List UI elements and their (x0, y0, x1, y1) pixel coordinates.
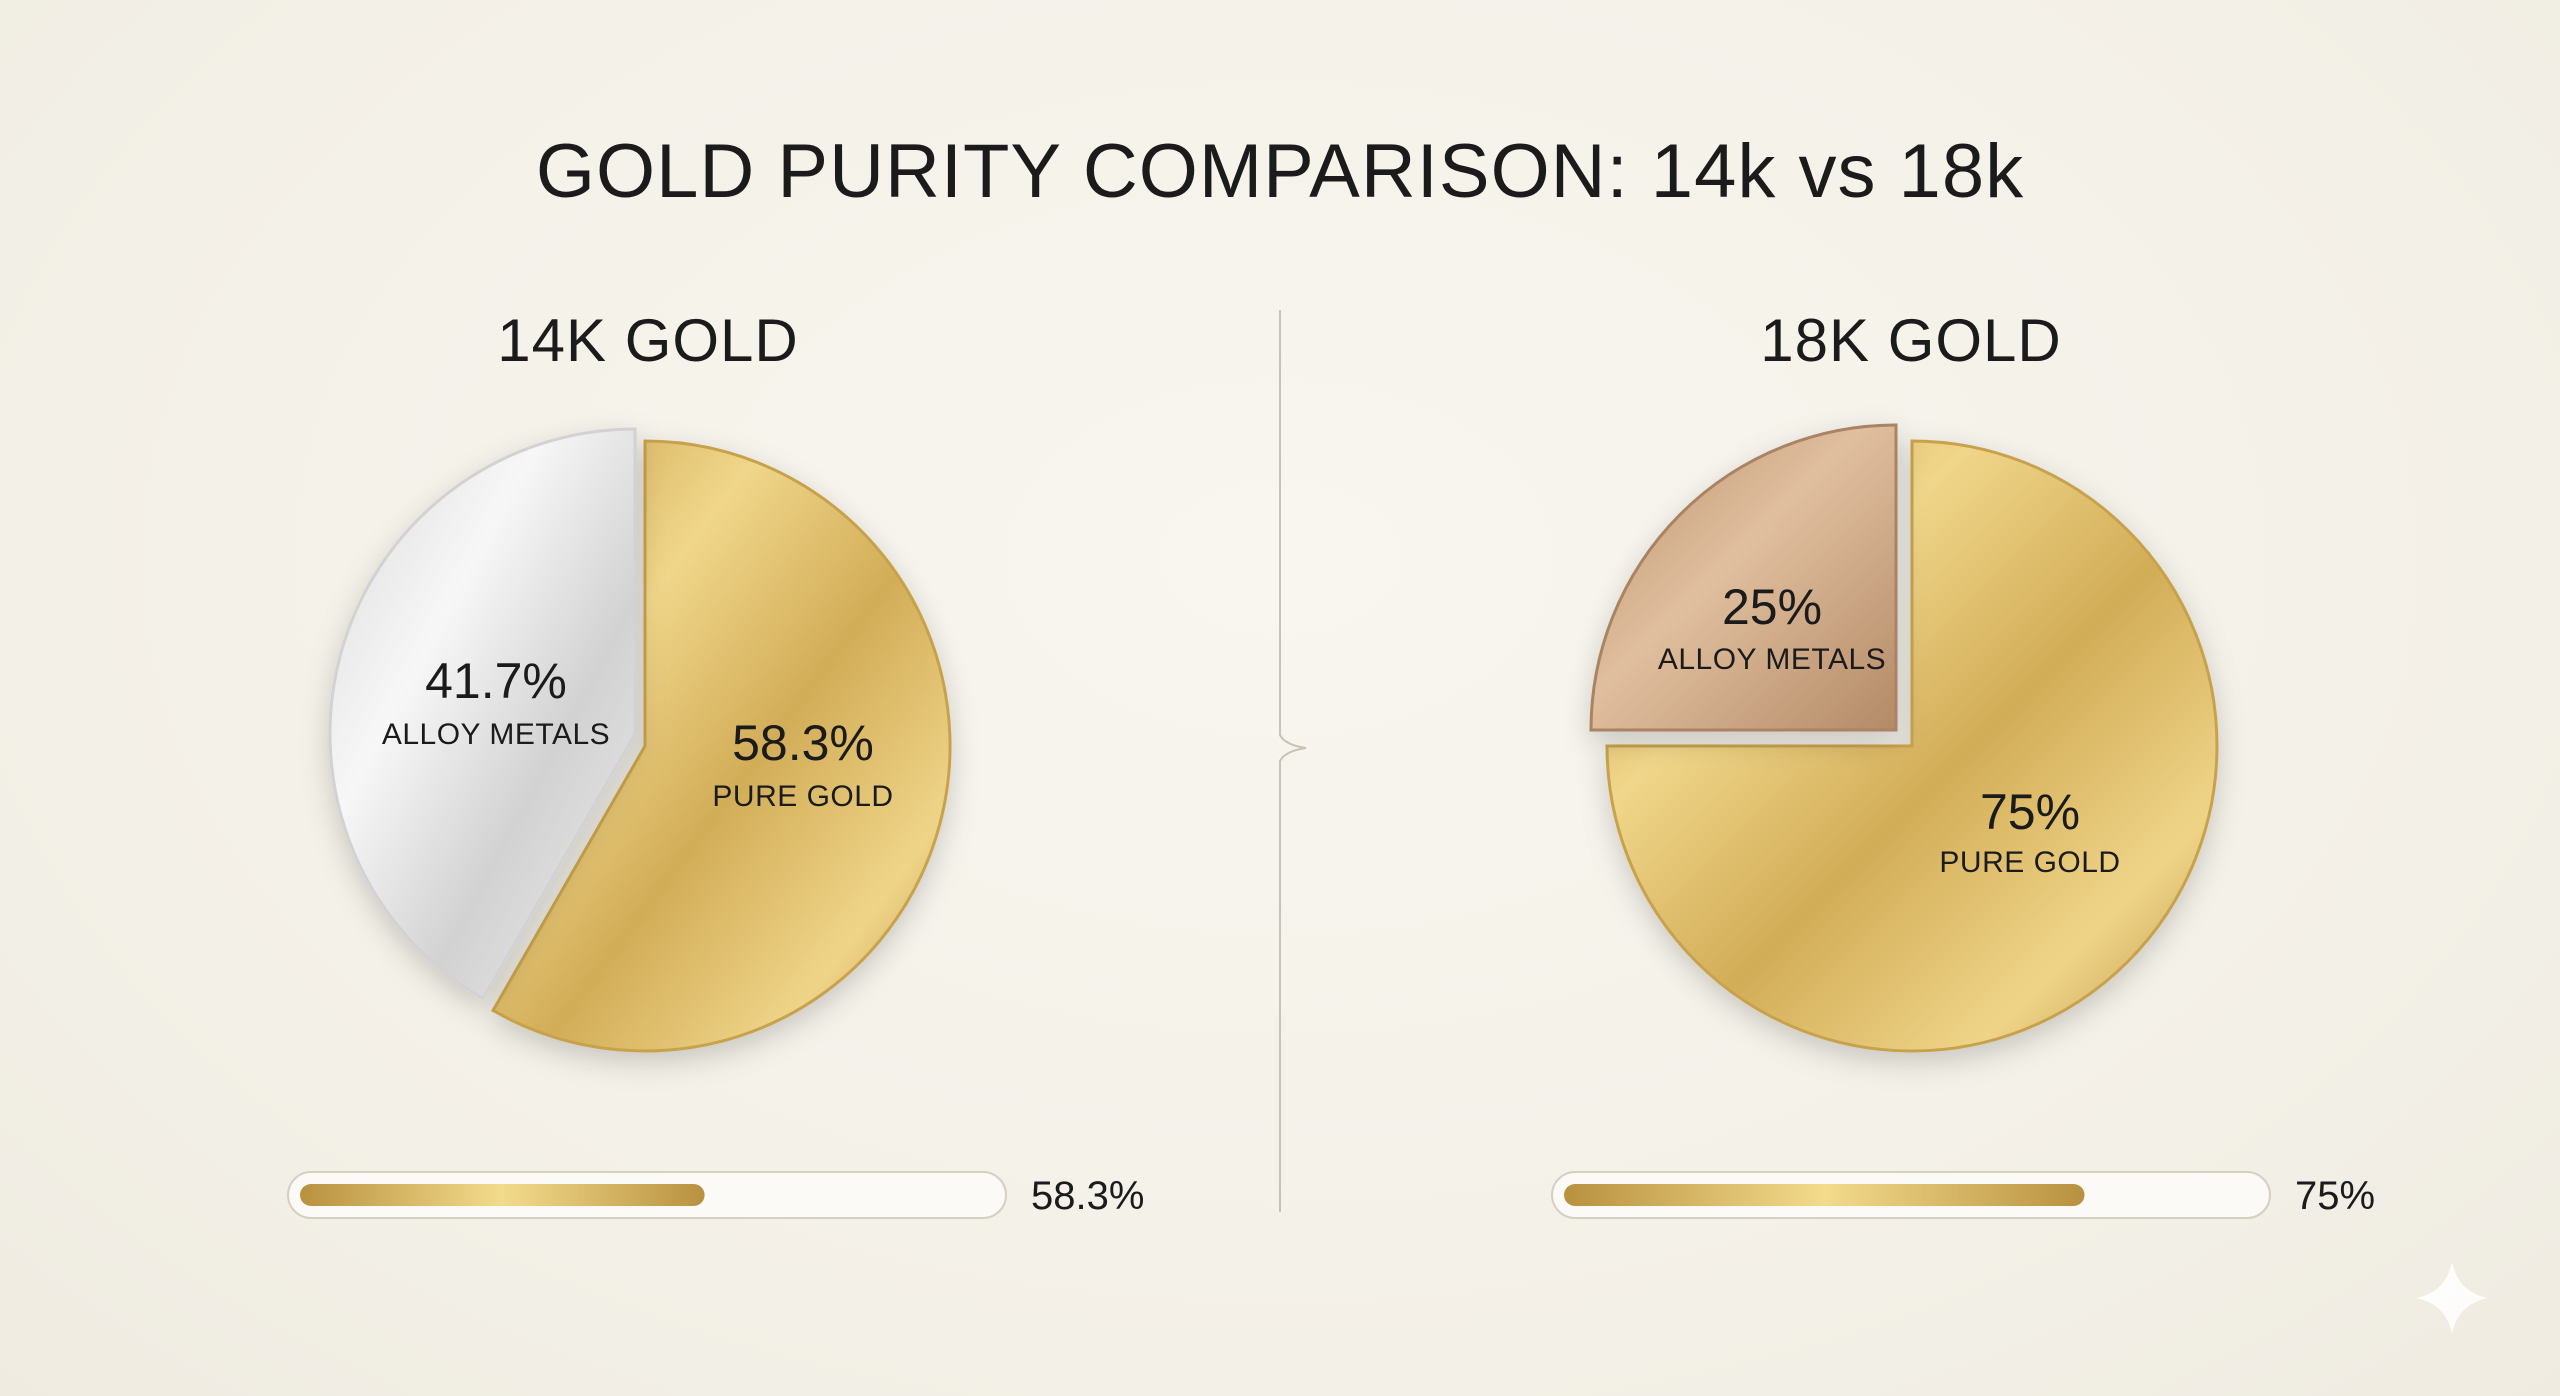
pie-slice-pure-gold (491, 439, 952, 1053)
pie-14k (328, 427, 952, 1053)
slice-label-18k-gold-pct: 75% (1980, 784, 2080, 840)
slice-label-18k-alloy-pct: 25% (1722, 579, 1822, 635)
slice-label-14k-alloy-pct: 41.7% (425, 653, 567, 709)
slice-label-14k-alloy-name: ALLOY METALS (382, 718, 610, 751)
pie-slice-alloy-metals (328, 427, 637, 1001)
progress-fill-14k (300, 1184, 705, 1206)
center-divider (1279, 310, 1307, 1212)
chart-18k: 18K GOLD 75% PURE GOLD 25% ALLOY METALS … (1551, 307, 2375, 1219)
chart-title-14k: 14K GOLD (497, 307, 798, 374)
page-title: GOLD PURITY COMPARISON: 14k vs 18k (536, 129, 2024, 214)
chart-title-18k: 18K GOLD (1760, 307, 2061, 374)
slice-label-18k-alloy-name: ALLOY METALS (1658, 643, 1886, 676)
slice-label-18k-gold-name: PURE GOLD (1939, 846, 2120, 879)
pie-slice-pure-gold (1605, 439, 2219, 1053)
progress-fill-18k (1564, 1184, 2085, 1206)
sparkle-icon (2416, 1262, 2488, 1334)
progress-value-14k: 58.3% (1031, 1174, 1144, 1218)
pie-18k (1589, 423, 2219, 1053)
slice-label-14k-gold-name: PURE GOLD (712, 780, 893, 813)
progress-value-18k: 75% (2295, 1174, 2375, 1218)
chart-14k: 14K GOLD 58.3% PURE GOLD 41.7% ALLOY MET… (287, 307, 1144, 1219)
pie-slice-alloy-metals (1589, 423, 1898, 732)
slice-label-14k-gold-pct: 58.3% (732, 715, 874, 771)
